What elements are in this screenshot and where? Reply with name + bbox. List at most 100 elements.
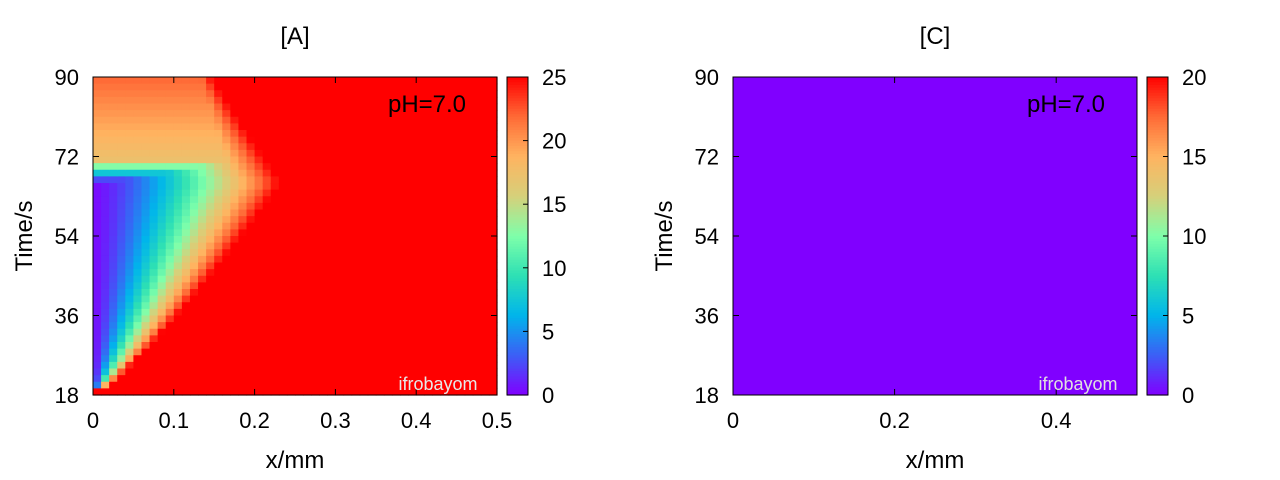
- heatmap-a-cell: [432, 143, 442, 151]
- heatmap-a-cell: [101, 209, 110, 217]
- colorbar-segment: [1147, 296, 1168, 301]
- heatmap-a-cell: [472, 335, 482, 343]
- heatmap-a-cell: [109, 342, 118, 350]
- heatmap-a-cell: [319, 289, 328, 297]
- heatmap-a-cell: [157, 302, 167, 310]
- heatmap-a-cell: [391, 269, 401, 277]
- colorbar-segment: [1147, 92, 1168, 97]
- heatmap-a-cell: [157, 242, 167, 250]
- heatmap-a-cell: [125, 169, 134, 177]
- heatmap-a-cell: [133, 136, 143, 144]
- heatmap-a-cell: [440, 202, 450, 211]
- heatmap-a-cell: [424, 315, 433, 323]
- heatmap-a-cell: [246, 269, 256, 277]
- heatmap-a-cell: [319, 368, 328, 376]
- heatmap-a-cell: [214, 90, 223, 98]
- heatmap-a-cell: [198, 289, 207, 297]
- heatmap-a-cell: [359, 130, 369, 138]
- colorbar-segment: [1147, 373, 1168, 378]
- heatmap-a-cell: [488, 322, 498, 330]
- colorbar-segment: [507, 95, 528, 99]
- heatmap-a-cell: [440, 96, 450, 105]
- heatmap-a-cell: [351, 110, 361, 118]
- heatmap-a-cell: [93, 255, 102, 264]
- heatmap-a-cell: [303, 375, 312, 383]
- heatmap-a-cell: [472, 249, 482, 257]
- heatmap-a-cell: [343, 123, 353, 131]
- heatmap-a-cell: [149, 183, 159, 191]
- heatmap-a-cell: [327, 202, 336, 211]
- heatmap-a-cell: [109, 236, 118, 244]
- heatmap-a-cell: [270, 183, 280, 191]
- heatmap-a-cell: [359, 176, 369, 184]
- heatmap-a-cell: [464, 143, 474, 151]
- heatmap-a-cell: [262, 83, 272, 91]
- heatmap-a-cell: [141, 216, 151, 224]
- heatmap-a-cell: [424, 255, 433, 264]
- heatmap-a-cell: [472, 143, 482, 151]
- heatmap-a-cell: [214, 196, 223, 204]
- heatmap-a-cell: [448, 269, 458, 277]
- heatmap-a-cell: [359, 136, 369, 144]
- heatmap-a-cell: [408, 196, 417, 204]
- heatmap-a-cell: [327, 189, 336, 197]
- colorbar-segment: [507, 342, 528, 346]
- heatmap-a-cell: [125, 216, 134, 224]
- heatmap-a-cell: [327, 355, 336, 363]
- heatmap-a-cell: [214, 156, 223, 164]
- heatmap-a-cell: [141, 342, 151, 350]
- heatmap-a-cell: [254, 368, 264, 376]
- heatmap-a-cell: [400, 322, 409, 330]
- heatmap-a-cell: [432, 77, 442, 85]
- heatmap-a-cell: [327, 90, 336, 98]
- heatmap-a-cell: [416, 282, 425, 290]
- colorbar-segment: [507, 246, 528, 250]
- heatmap-a-cell: [165, 189, 175, 197]
- heatmap-a-cell: [149, 282, 159, 290]
- colorbar-segment: [507, 209, 528, 213]
- heatmap-a-cell: [254, 229, 264, 237]
- heatmap-a-cell: [117, 335, 126, 343]
- heatmap-a-cell: [206, 216, 215, 224]
- heatmap-a-cell: [319, 236, 328, 244]
- heatmap-a-cell: [133, 249, 143, 257]
- heatmap-a-cell: [432, 262, 442, 270]
- heatmap-a-cell: [173, 381, 183, 389]
- heatmap-a-cell: [198, 236, 207, 244]
- heatmap-a-cell: [109, 262, 118, 270]
- heatmap-a-cell: [464, 116, 474, 124]
- heatmap-a-cell: [327, 289, 336, 297]
- heatmap-a-cell: [335, 116, 345, 124]
- heatmap-a-cell: [189, 282, 199, 290]
- heatmap-a-cell: [359, 163, 369, 171]
- heatmap-a-cell: [488, 236, 498, 244]
- heatmap-a-cell: [165, 289, 175, 297]
- heatmap-a-cell: [117, 222, 126, 230]
- heatmap-a-cell: [214, 388, 223, 396]
- panel-a-x-label: x/mm: [266, 447, 325, 474]
- heatmap-a-cell: [448, 202, 458, 211]
- heatmap-a-cell: [141, 136, 151, 144]
- heatmap-a-cell: [448, 103, 458, 111]
- heatmap-a-cell: [295, 381, 304, 389]
- heatmap-a-cell: [359, 189, 369, 197]
- heatmap-a-cell: [303, 110, 312, 118]
- heatmap-a-cell: [214, 289, 223, 297]
- heatmap-a-cell: [408, 335, 417, 343]
- heatmap-a-cell: [278, 103, 288, 111]
- heatmap-a-cell: [327, 282, 336, 290]
- heatmap-a-cell: [286, 335, 296, 343]
- heatmap-a-cell: [157, 368, 167, 376]
- heatmap-a-cell: [472, 368, 482, 376]
- heatmap-a-cell: [189, 361, 199, 370]
- heatmap-a-cell: [157, 83, 167, 91]
- heatmap-a-cell: [351, 282, 361, 290]
- heatmap-a-cell: [375, 375, 385, 383]
- heatmap-a-cell: [109, 96, 118, 105]
- heatmap-a-cell: [335, 163, 345, 171]
- heatmap-a-cell: [351, 388, 361, 396]
- heatmap-a-cell: [254, 348, 264, 356]
- heatmap-a-cell: [254, 216, 264, 224]
- heatmap-a-cell: [440, 169, 450, 177]
- heatmap-a-cell: [206, 388, 215, 396]
